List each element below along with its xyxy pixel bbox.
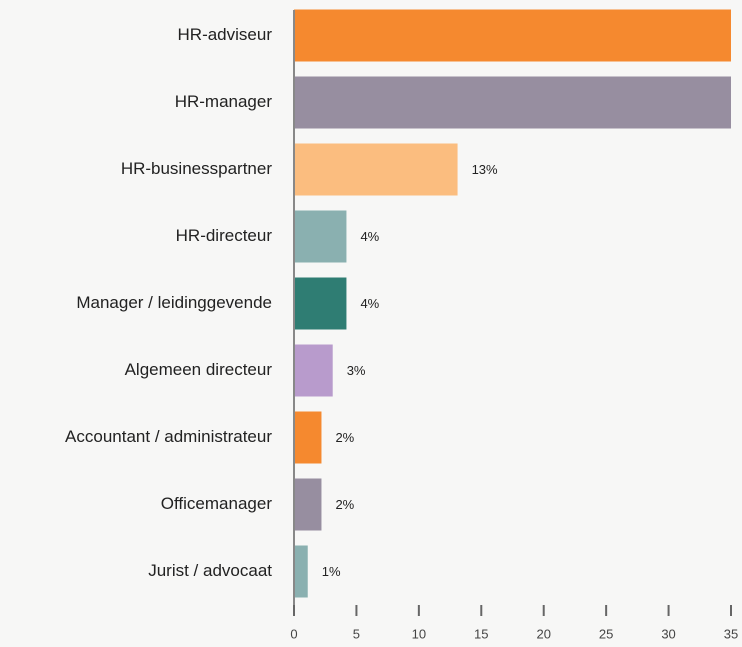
- bar: [294, 76, 731, 129]
- value-label: 13%: [472, 162, 498, 177]
- category-label: Officemanager: [161, 494, 273, 513]
- bar: [294, 9, 731, 62]
- x-tick-label: 10: [412, 626, 426, 641]
- bar: [294, 277, 347, 330]
- value-label: 4%: [360, 296, 379, 311]
- x-tick-label: 15: [474, 626, 488, 641]
- value-label: 1%: [322, 564, 341, 579]
- value-label: 2%: [335, 430, 354, 445]
- bar: [294, 545, 308, 598]
- category-label: HR-directeur: [176, 226, 273, 245]
- category-label: Manager / leidinggevende: [76, 293, 272, 312]
- bar: [294, 411, 322, 464]
- value-label: 3%: [347, 363, 366, 378]
- value-label: 2%: [335, 497, 354, 512]
- x-tick-label: 5: [353, 626, 360, 641]
- bar: [294, 143, 458, 196]
- bar: [294, 210, 347, 263]
- category-label: Accountant / administrateur: [65, 427, 272, 446]
- category-label: HR-businesspartner: [121, 159, 273, 178]
- x-tick-label: 30: [661, 626, 675, 641]
- category-label: HR-adviseur: [178, 25, 273, 44]
- x-tick-label: 20: [536, 626, 550, 641]
- x-tick-label: 35: [724, 626, 738, 641]
- x-tick-label: 0: [290, 626, 297, 641]
- category-label: Algemeen directeur: [125, 360, 273, 379]
- category-label: HR-manager: [175, 92, 273, 111]
- category-label: Jurist / advocaat: [148, 561, 272, 580]
- x-tick-label: 25: [599, 626, 613, 641]
- value-label: 4%: [360, 229, 379, 244]
- bar: [294, 478, 322, 531]
- bar: [294, 344, 333, 397]
